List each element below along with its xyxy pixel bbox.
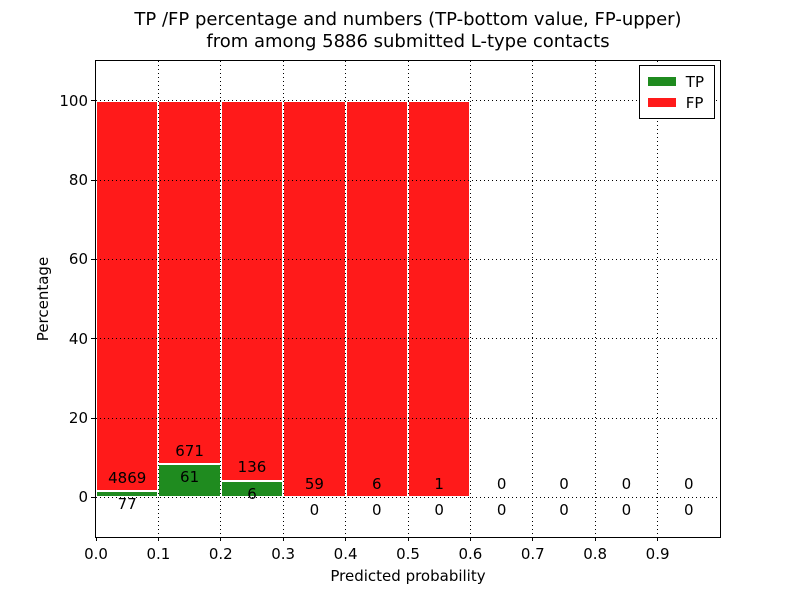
fp-count-label: 1 [434, 475, 444, 494]
legend-entry-fp: FP [647, 92, 704, 113]
tp-legend-swatch-icon [647, 77, 676, 86]
vertical-gridline [157, 61, 159, 537]
x-tick [407, 537, 409, 541]
vertical-gridline [220, 61, 222, 537]
x-tick-label: 0.4 [333, 545, 358, 563]
y-tick [91, 258, 95, 260]
x-tick [657, 537, 659, 541]
chart-legend: TP FP [638, 65, 715, 119]
y-tick-label: 60 [68, 250, 88, 269]
x-tick [469, 537, 471, 541]
x-tick-label: 0.3 [271, 545, 296, 563]
x-axis-label: Predicted probability [330, 567, 486, 585]
horizontal-gridline [96, 338, 720, 340]
vertical-gridline [407, 61, 409, 537]
x-tick-label: 0.2 [208, 545, 233, 563]
tp-count-label: 0 [434, 501, 444, 520]
y-tick [91, 496, 95, 498]
x-tick [157, 537, 159, 541]
x-tick [532, 537, 534, 541]
fp-count-label: 0 [496, 475, 507, 494]
fp-bar-segment [220, 100, 284, 481]
legend-label-fp: FP [685, 93, 704, 112]
y-tick-label: 100 [59, 91, 88, 110]
y-tick-label: 80 [68, 171, 88, 189]
tp-count-label: 0 [496, 501, 507, 520]
y-tick [91, 338, 95, 340]
y-tick [91, 179, 95, 181]
vertical-gridline [594, 61, 596, 537]
y-tick [91, 100, 95, 102]
fp-count-label: 4869 [108, 469, 147, 488]
x-tick-label: 0.9 [645, 545, 670, 563]
y-tick-label: 40 [68, 329, 88, 348]
y-tick [91, 417, 95, 419]
plot-area: TP FP 4869 77 671 61 136 6 59 0 6 0 1 0 0 0 0 0 0 0 0 0 0.0 0… [59, 60, 721, 563]
fp-bar-segment [96, 100, 159, 492]
x-tick-label: 0.5 [396, 545, 420, 563]
tp-count-label: 0 [621, 501, 632, 520]
x-tick-label: 0.7 [520, 545, 545, 563]
horizontal-gridline [96, 258, 720, 260]
x-tick [594, 537, 596, 541]
chart-title: TP /FP percentage and numbers (TP-bottom… [96, 9, 720, 53]
vertical-gridline [282, 61, 284, 537]
fp-bar-segment [158, 100, 221, 465]
x-tick [95, 537, 97, 541]
fp-count-label: 6 [372, 475, 382, 494]
chart-title-line2: from among 5886 submitted L-type contact… [206, 31, 610, 52]
fp-bar-segment [345, 100, 408, 498]
y-tick-label: 20 [68, 409, 88, 427]
tp-bar-segment [96, 491, 159, 498]
horizontal-gridline [96, 179, 720, 181]
y-tick-label: 0 [78, 488, 88, 507]
chart-title-line1: TP /FP percentage and numbers (TP-bottom… [134, 9, 682, 30]
x-tick-label: 0.8 [583, 545, 608, 563]
fp-count-label: 59 [304, 475, 324, 494]
fp-count-label: 136 [237, 458, 267, 477]
horizontal-gridline [96, 417, 720, 419]
x-tick [345, 537, 347, 541]
fp-count-label: 0 [621, 475, 632, 494]
fp-legend-swatch-icon [647, 98, 676, 107]
x-tick [220, 537, 222, 541]
x-tick [282, 537, 284, 541]
tp-bar-segment [158, 464, 221, 498]
tp-count-label: 0 [372, 501, 382, 520]
tp-count-label: 61 [180, 468, 200, 487]
vertical-gridline [469, 61, 471, 537]
fp-bar-segment [283, 100, 346, 498]
tp-count-label: 0 [309, 501, 320, 520]
x-tick-label: 0.0 [84, 545, 108, 563]
horizontal-gridline [96, 496, 720, 498]
fp-count-label: 0 [684, 475, 694, 494]
tp-bar-segment [220, 480, 284, 498]
fp-count-label: 0 [559, 475, 569, 494]
fp-count-label: 671 [175, 442, 204, 461]
x-tick-label: 0.6 [458, 545, 483, 563]
fp-bar-segment [408, 100, 471, 498]
legend-entry-tp: TP [647, 71, 704, 92]
tp-count-label: 0 [684, 501, 694, 520]
tp-count-label: 77 [117, 495, 137, 514]
legend-label-tp: TP [685, 72, 704, 91]
tp-count-label: 6 [247, 484, 257, 503]
vertical-gridline [657, 61, 659, 537]
horizontal-gridline [96, 100, 720, 102]
vertical-gridline [345, 61, 347, 537]
tp-count-label: 0 [559, 501, 569, 520]
y-axis-label: Percentage [34, 256, 52, 342]
x-tick-label: 0.1 [146, 545, 171, 563]
vertical-gridline [532, 61, 534, 537]
